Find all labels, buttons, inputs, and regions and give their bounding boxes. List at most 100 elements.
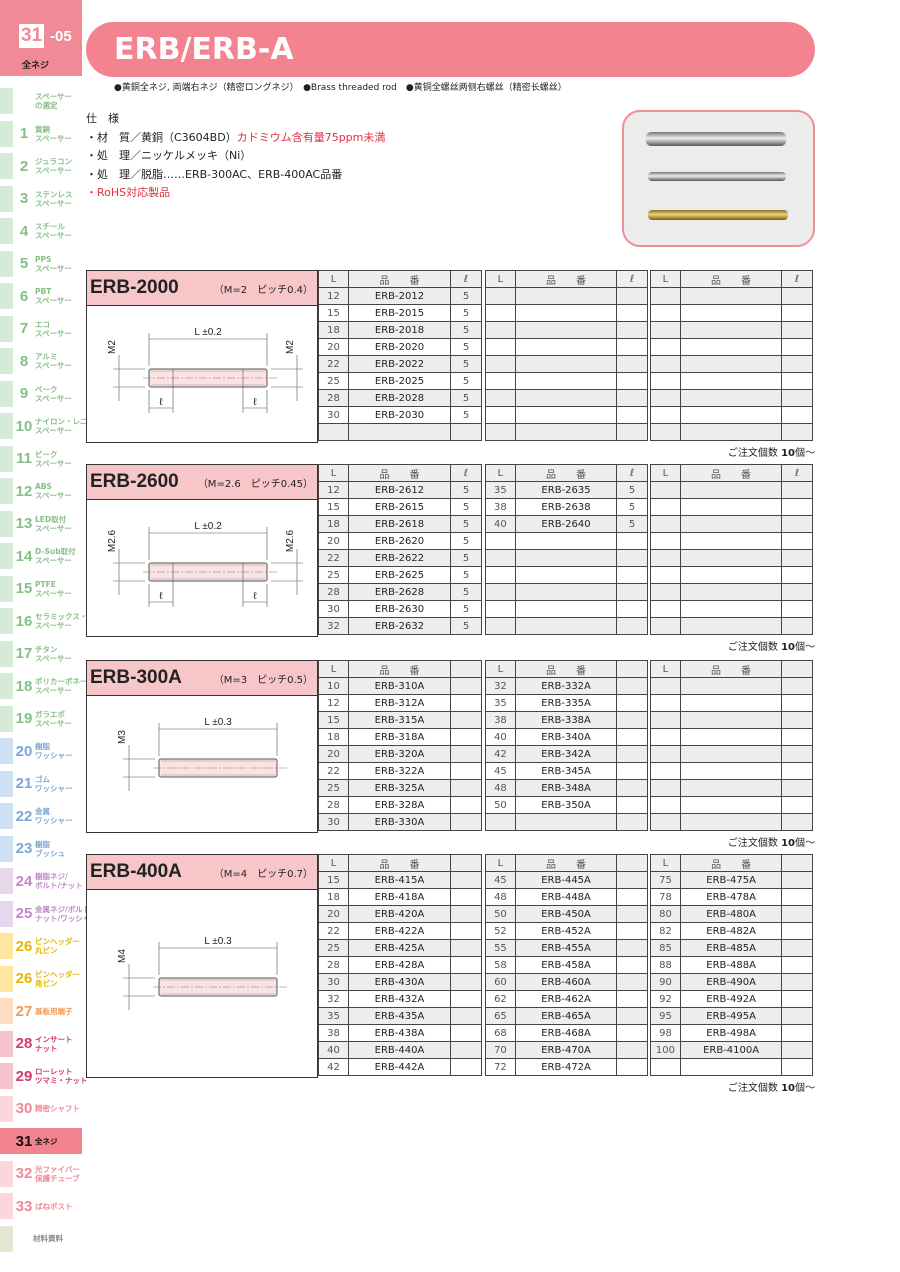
table-row: 25 ERB-425A: [318, 939, 482, 957]
cell-length: 90: [650, 973, 681, 991]
sidebar-item-24[interactable]: 24 樹脂ネジ/ボルト/ナット: [0, 868, 83, 894]
sidebar-item-1[interactable]: 1 黄銅 スペーサー: [0, 120, 82, 147]
sidebar-item-12[interactable]: 12 ABS スペーサー: [0, 478, 82, 504]
cell-thread-length: [616, 973, 648, 991]
cell-thread-length: [616, 1024, 648, 1042]
sidebar-item-misc[interactable]: 材料資料: [0, 1225, 82, 1252]
sidebar-item-25[interactable]: 25 金属ネジ/ボルト/ナット/ワッシャー: [0, 900, 98, 927]
sidebar-item-18[interactable]: 18 ポリカーボネート スペーサー: [0, 673, 95, 699]
cell-thread-length: 5: [450, 617, 482, 635]
page-category: 全ネジ: [22, 61, 50, 71]
sidebar-item-27[interactable]: 27 基板用端子: [0, 998, 82, 1024]
cell-length: 58: [485, 956, 516, 974]
cell-part-number: [514, 617, 618, 635]
cell-thread-length: [781, 389, 813, 407]
sidebar-item-26[interactable]: 26 ピンヘッダー 角ピン: [0, 965, 82, 992]
cell-part-number: ERB-478A: [679, 888, 783, 906]
cell-thread-length: [616, 728, 648, 746]
header-length: L: [650, 660, 681, 678]
cell-length: 25: [318, 372, 349, 390]
header-length: L: [485, 854, 516, 872]
technical-drawing: L ±0.2 M2.6 M2.6 ℓ ℓ: [107, 521, 303, 607]
table-row: 22 ERB-2622 5: [318, 549, 482, 567]
cell-thread-length: [450, 922, 482, 940]
sidebar-item-30[interactable]: 30 精密シャフト: [0, 1095, 82, 1122]
cell-length: [650, 745, 681, 763]
cell-part-number: ERB-438A: [348, 1024, 451, 1042]
sidebar-item-23[interactable]: 23 樹脂 ブッシュ: [0, 835, 82, 862]
cell-part-number: [679, 515, 783, 533]
sidebar-item-22[interactable]: 22 金属 ワッシャー: [0, 803, 82, 829]
cell-part-number: ERB-448A: [514, 888, 618, 906]
sidebar-item-2[interactable]: 2 ジュラコン スペーサー: [0, 153, 82, 179]
sidebar-item-misc[interactable]: スペーサー の選定: [0, 88, 82, 114]
moq-prefix: ご注文個数: [727, 448, 782, 459]
sidebar-item-5[interactable]: 5 PPS スペーサー: [0, 250, 82, 277]
cell-part-number: ERB-2022: [348, 355, 451, 373]
cell-part-number: [514, 566, 618, 584]
moq-number: 10: [781, 448, 795, 459]
cell-part-number: ERB-450A: [514, 905, 618, 923]
cell-length: 82: [650, 922, 681, 940]
sidebar-item-33[interactable]: 33 ばねポスト: [0, 1193, 82, 1219]
sidebar-item-19[interactable]: 19 ガラエポ スペーサー: [0, 705, 82, 732]
sidebar-item-9[interactable]: 9 ベーク スペーサー: [0, 380, 82, 407]
cell-part-number: [679, 583, 783, 601]
cell-part-number: [514, 304, 618, 322]
table-row: 20 ERB-2020 5: [318, 338, 482, 356]
sidebar-item-32[interactable]: 32 光ファイバー 保護チューブ: [0, 1160, 82, 1187]
sidebar-item-10[interactable]: 10 ナイロン・レニー スペーサー: [0, 413, 95, 439]
rohs-note: ・RoHS対応製品: [86, 186, 171, 199]
sidebar-item-13[interactable]: 13 LED取付 スペーサー: [0, 510, 82, 537]
cell-part-number: ERB-2028: [348, 389, 451, 407]
table-row: [485, 406, 648, 424]
table-row: [485, 813, 648, 831]
minimum-order-quantity: ご注文個数 10個〜: [728, 1079, 815, 1094]
sidebar-item-label: セラミックス・ガラス スペーサー: [35, 612, 110, 630]
cell-length: [650, 423, 681, 441]
cell-part-number: ERB-2640: [514, 515, 618, 533]
cell-length: 20: [318, 532, 349, 550]
sidebar-swatch: [0, 965, 13, 992]
cell-part-number: ERB-442A: [348, 1058, 451, 1076]
sidebar-item-26[interactable]: 26 ピンヘッダー 丸ピン: [0, 933, 82, 959]
sidebar-item-8[interactable]: 8 アルミ スペーサー: [0, 348, 82, 374]
cell-length: 95: [650, 1007, 681, 1025]
cell-part-number: [514, 389, 618, 407]
cell-thread-length: [781, 939, 813, 957]
sidebar-item-21[interactable]: 21 ゴム ワッシャー: [0, 770, 82, 797]
sidebar-item-number: 11: [16, 450, 32, 467]
cell-length: 98: [650, 1024, 681, 1042]
sidebar-item-4[interactable]: 4 スチール スペーサー: [0, 218, 82, 244]
sidebar-item-label: エコ スペーサー: [35, 319, 72, 338]
cell-length: [650, 779, 681, 797]
table-row: [650, 617, 813, 635]
sidebar-item-6[interactable]: 6 PBT スペーサー: [0, 283, 82, 309]
cell-length: [650, 813, 681, 831]
spec-heading: 仕 様: [86, 112, 119, 125]
cell-length: [650, 796, 681, 814]
table-row: [485, 583, 648, 601]
cell-thread-length: [781, 694, 813, 712]
sidebar-item-28[interactable]: 28 インサート ナット: [0, 1030, 82, 1057]
sidebar-item-15[interactable]: 15 PTFE スペーサー: [0, 575, 82, 602]
sidebar-item-11[interactable]: 11 ピーク スペーサー: [0, 445, 82, 472]
cell-length: 28: [318, 583, 349, 601]
sidebar-item-20[interactable]: 20 樹脂 ワッシャー: [0, 738, 82, 764]
sidebar-item-31[interactable]: 31 全ネジ: [0, 1128, 82, 1154]
sidebar-item-14[interactable]: 14 D-Sub取付 スペーサー: [0, 543, 82, 569]
sidebar-item-16[interactable]: 16 セラミックス・ガラス スペーサー: [0, 608, 110, 634]
sidebar-item-17[interactable]: 17 チタン スペーサー: [0, 640, 82, 667]
table-row: 12 ERB-2012 5: [318, 287, 482, 305]
sidebar-item-3[interactable]: 3 ステンレス スペーサー: [0, 185, 82, 212]
spec-line: ・材 質／黄銅（C3604BD）カドミウム含有量75ppm未満: [86, 129, 385, 148]
cell-thread-length: [616, 1007, 648, 1025]
header-part-number: 品 番: [514, 854, 618, 872]
table-row: 30 ERB-2030 5: [318, 406, 482, 424]
header-length: L: [650, 854, 681, 872]
sidebar-item-7[interactable]: 7 エコ スペーサー: [0, 315, 82, 342]
sidebar-item-29[interactable]: 29 ローレット ツマミ・ナット: [0, 1063, 88, 1089]
header-thread-length: ℓ: [616, 270, 648, 288]
